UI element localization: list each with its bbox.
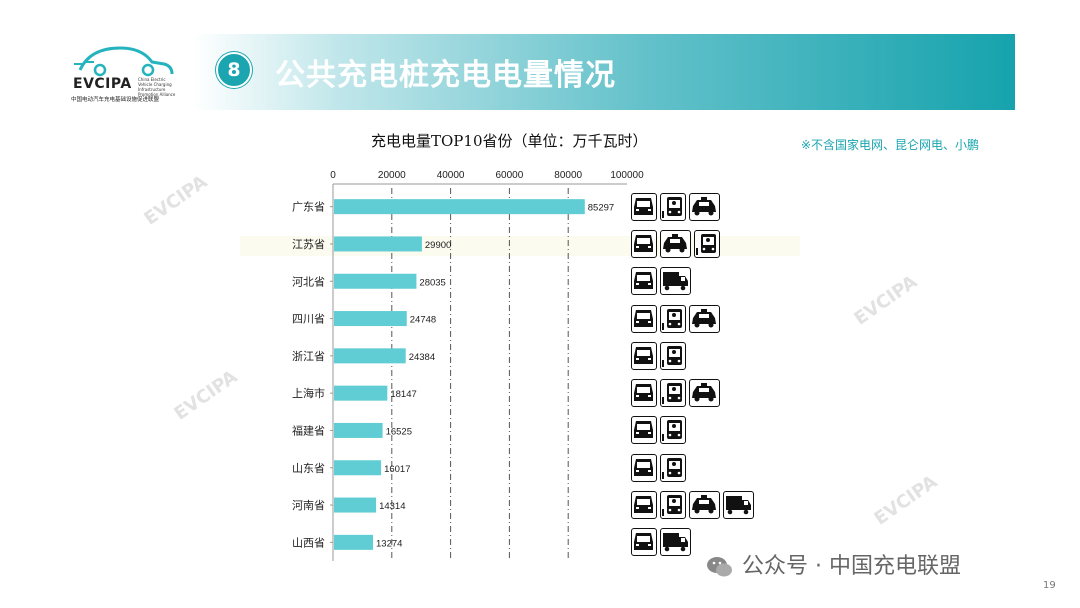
bar xyxy=(334,348,406,364)
evcipa-logo xyxy=(74,46,174,77)
category-label: 广东省 xyxy=(292,201,325,214)
truck-icon xyxy=(723,491,754,520)
bar xyxy=(334,460,382,476)
logo-name: EVCIPA xyxy=(73,76,132,92)
car-icon xyxy=(631,528,657,557)
taxi-icon xyxy=(689,379,720,408)
x-tick-label: 80000 xyxy=(554,170,582,181)
wechat-account: 公众号 · 中国充电联盟 xyxy=(705,548,961,580)
bus-icon xyxy=(694,229,720,258)
slide-title: 公共充电桩充电电量情况 xyxy=(275,58,616,93)
car-icon xyxy=(631,416,657,445)
logo-chinese-name: 中国电动汽车充电基础设施促进联盟 xyxy=(71,97,160,103)
x-tick-label: 100000 xyxy=(610,170,644,181)
wechat-account-label: 公众号 · 中国充电联盟 xyxy=(742,554,961,579)
data-label: 18147 xyxy=(390,389,416,400)
bus-icon xyxy=(660,192,686,221)
data-label: 13274 xyxy=(376,538,402,549)
car-icon xyxy=(631,267,657,296)
header-band xyxy=(193,34,1015,110)
bar xyxy=(334,422,383,438)
car-icon xyxy=(631,491,657,520)
truck-icon xyxy=(660,267,691,296)
category-label: 福建省 xyxy=(292,423,325,437)
data-label: 16525 xyxy=(386,426,412,437)
taxi-icon xyxy=(689,491,720,520)
wechat-icon xyxy=(707,557,732,577)
logo-english-name: China Electric Vehicle Charging Infrastr… xyxy=(138,77,176,97)
category-label: 江苏省 xyxy=(292,238,325,251)
bar xyxy=(334,311,407,327)
x-tick-label: 20000 xyxy=(378,170,406,181)
bar xyxy=(334,497,377,513)
taxi-icon xyxy=(689,192,720,221)
car-icon xyxy=(631,379,657,408)
car-icon xyxy=(631,341,657,370)
data-label: 24748 xyxy=(410,315,436,326)
page-number: 19 xyxy=(1043,580,1056,591)
category-label: 上海市 xyxy=(292,386,325,400)
bus-icon xyxy=(660,416,686,445)
category-label: 河北省 xyxy=(292,275,325,288)
x-tick-label: 40000 xyxy=(437,170,465,181)
truck-icon xyxy=(660,528,691,557)
data-label: 24384 xyxy=(409,352,435,363)
car-icon xyxy=(631,304,657,333)
category-label: 河南省 xyxy=(292,499,325,512)
bar xyxy=(334,273,417,289)
car-icon xyxy=(631,229,657,258)
category-label: 山西省 xyxy=(292,536,325,549)
bus-icon xyxy=(660,341,686,370)
x-tick-label: 0 xyxy=(330,170,336,181)
data-label: 29900 xyxy=(425,240,451,251)
data-label: 16017 xyxy=(384,464,410,475)
car-icon xyxy=(631,453,657,482)
bus-icon xyxy=(660,304,686,333)
category-label: 山东省 xyxy=(292,462,325,475)
bar xyxy=(334,236,422,252)
data-label: 14314 xyxy=(379,501,405,512)
section-number-badge: 8 xyxy=(216,52,252,88)
category-label: 浙江省 xyxy=(292,350,325,363)
bar xyxy=(334,385,388,401)
taxi-icon xyxy=(689,304,720,333)
car-icon xyxy=(631,192,657,221)
data-label: 85297 xyxy=(588,203,614,214)
x-tick-label: 60000 xyxy=(495,170,523,181)
data-label: 28035 xyxy=(419,277,445,288)
exclusion-note: ※不含国家电网、昆仑网电、小鹏 xyxy=(801,138,980,152)
bus-icon xyxy=(660,453,686,482)
chart-title: 充电电量TOP10省份（单位：万千瓦时） xyxy=(371,132,648,150)
bus-icon xyxy=(660,379,686,408)
taxi-icon xyxy=(660,229,691,258)
bar xyxy=(334,199,585,215)
category-label: 四川省 xyxy=(292,313,325,326)
bus-icon xyxy=(660,491,686,520)
bar xyxy=(334,534,374,550)
